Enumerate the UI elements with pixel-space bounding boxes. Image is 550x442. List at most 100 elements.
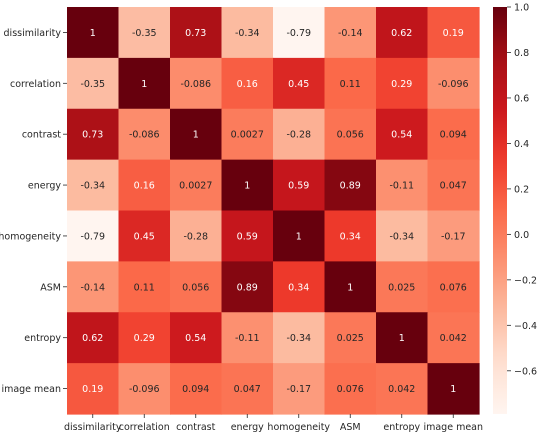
- colorbar-tick-label-3: 0.4: [514, 139, 529, 150]
- x-tick-label-4: homogeneity: [267, 422, 330, 433]
- heatmap-cell-6-5: [324, 312, 377, 364]
- heatmap-cell-2-5: [324, 108, 377, 161]
- cell-value-label-3-4: 0.59: [288, 181, 309, 192]
- y-tick-label-5: ASM: [40, 282, 61, 293]
- heatmap-cell-1-7: [427, 57, 480, 110]
- cell-value-label-4-0: -0.79: [80, 231, 105, 242]
- colorbar-ticks: 1.0 0.8 0.6 0.4 0.2 0.0 −0.2 −0.4 −0.6: [507, 3, 537, 377]
- cell-value-label-4-1: 0.45: [134, 231, 155, 242]
- heatmap-cell-7-3: [221, 363, 274, 415]
- heatmap-cell-5-3: [221, 261, 274, 313]
- heatmap-cell-6-2: [170, 312, 223, 364]
- heatmap-cell-5-4: [273, 261, 326, 313]
- colorbar-tick-label-4: 0.2: [514, 184, 529, 195]
- heatmap-cell-2-2: [170, 108, 223, 161]
- cell-value-label-4-3: 0.59: [237, 231, 258, 242]
- cell-value-label-0-1: -0.35: [132, 28, 157, 39]
- heatmap-cell-7-6: [376, 363, 429, 415]
- colorbar-tick-label-0: 1.0: [514, 3, 529, 14]
- cell-value-label-6-4: -0.34: [286, 333, 311, 344]
- cell-value-label-6-5: 0.025: [337, 333, 364, 344]
- y-axis-tick-labels: dissimilarity correlation contrast energy ho…: [0, 28, 67, 395]
- cell-value-label-5-0: -0.14: [80, 282, 105, 293]
- heatmap-annotations: 1 -0.35 0.73 -0.34 -0.79 -0.14 0.62 0.19 -0.35 1 -…: [80, 28, 468, 395]
- cell-value-label-6-2: 0.54: [185, 333, 206, 344]
- y-tick-label-0: dissimilarity: [4, 28, 62, 39]
- heatmap-cell-0-3: [221, 7, 274, 59]
- cell-value-label-5-3: 0.89: [237, 282, 258, 293]
- heatmap-cell-1-1: [118, 57, 171, 110]
- heatmap-cell-3-3: [221, 159, 274, 212]
- cell-value-label-4-4: 1: [296, 231, 302, 242]
- y-tick-label-2: contrast: [22, 130, 61, 141]
- heatmap-cell-2-6: [376, 108, 429, 161]
- x-tick-label-1: correlation: [119, 422, 170, 433]
- heatmap-cell-1-2: [170, 57, 223, 110]
- heatmap-cell-0-2: [170, 7, 223, 59]
- heatmap-cell-6-7: [427, 312, 480, 364]
- heatmap-cell-1-4: [273, 57, 326, 110]
- cell-value-label-0-5: -0.14: [338, 28, 363, 39]
- cell-value-label-4-7: -0.17: [441, 231, 466, 242]
- cell-value-label-1-4: 0.45: [288, 79, 309, 90]
- colorbar-tick-label-5: 0.0: [514, 230, 529, 241]
- heatmap-cell-1-5: [324, 57, 377, 110]
- cell-value-label-1-1: 1: [141, 79, 147, 90]
- cell-value-label-0-7: 0.19: [443, 28, 464, 39]
- x-tick-label-3: energy: [231, 422, 264, 433]
- heatmap-cell-7-1: [118, 363, 171, 415]
- cell-value-label-6-3: -0.11: [235, 333, 260, 344]
- cell-value-label-3-7: 0.047: [440, 181, 467, 192]
- y-tick-label-4: homogeneity: [0, 231, 61, 242]
- heatmap-cell-4-0: [67, 210, 120, 262]
- heatmap-cell-3-5: [324, 159, 377, 212]
- heatmap-cell-6-4: [273, 312, 326, 364]
- x-tick-label-5: ASM: [340, 422, 361, 433]
- cell-value-label-2-6: 0.54: [391, 130, 412, 141]
- heatmap-cell-0-4: [273, 7, 326, 59]
- colorbar-tick-label-2: 0.6: [514, 93, 529, 104]
- cell-value-label-0-3: -0.34: [235, 28, 260, 39]
- colorbar-tick-label-7: −0.4: [514, 321, 537, 332]
- cell-value-label-3-5: 0.89: [340, 181, 361, 192]
- heatmap-cell-4-2: [170, 210, 223, 262]
- colorbar-gradient: [493, 7, 507, 414]
- cell-value-label-6-1: 0.29: [134, 333, 155, 344]
- x-tick-label-2: contrast: [176, 422, 215, 433]
- y-tick-label-3: energy: [28, 181, 61, 192]
- heatmap-cell-7-4: [273, 363, 326, 415]
- cell-value-label-0-2: 0.73: [185, 28, 206, 39]
- colorbar-tick-label-1: 0.8: [514, 48, 529, 59]
- cell-value-label-6-0: 0.62: [82, 333, 103, 344]
- x-tick-label-7: image mean: [423, 422, 483, 433]
- heatmap-cell-3-6: [376, 159, 429, 212]
- y-tick-label-7: image mean: [1, 384, 61, 395]
- cell-value-label-0-0: 1: [90, 28, 96, 39]
- heatmap-cell-7-5: [324, 363, 377, 415]
- cell-value-label-1-3: 0.16: [237, 79, 258, 90]
- cell-value-label-7-4: -0.17: [286, 384, 311, 395]
- cell-value-label-7-2: 0.094: [182, 384, 209, 395]
- heatmap-cell-6-0: [67, 312, 120, 364]
- cell-value-label-3-6: -0.11: [389, 181, 414, 192]
- cell-value-label-4-5: 0.34: [340, 231, 361, 242]
- cell-value-label-2-4: -0.28: [286, 130, 311, 141]
- heatmap-cell-4-6: [376, 210, 429, 262]
- heatmap-cell-0-7: [427, 7, 480, 59]
- cell-value-label-1-6: 0.29: [391, 79, 412, 90]
- heatmap-cell-2-0: [67, 108, 120, 161]
- heatmap-cell-5-7: [427, 261, 480, 313]
- cell-value-label-1-7: -0.096: [438, 79, 469, 90]
- cell-value-label-2-7: 0.094: [440, 130, 467, 141]
- heatmap-cell-5-1: [118, 261, 171, 313]
- cell-value-label-7-1: -0.096: [129, 384, 160, 395]
- heatmap-cell-7-2: [170, 363, 223, 415]
- cell-value-label-3-2: 0.0027: [179, 181, 212, 192]
- cell-value-label-3-0: -0.34: [80, 181, 105, 192]
- cell-value-label-0-4: -0.79: [286, 28, 311, 39]
- heatmap-cell-3-7: [427, 159, 480, 212]
- heatmap-cell-0-1: [118, 7, 171, 59]
- heatmap-cell-5-2: [170, 261, 223, 313]
